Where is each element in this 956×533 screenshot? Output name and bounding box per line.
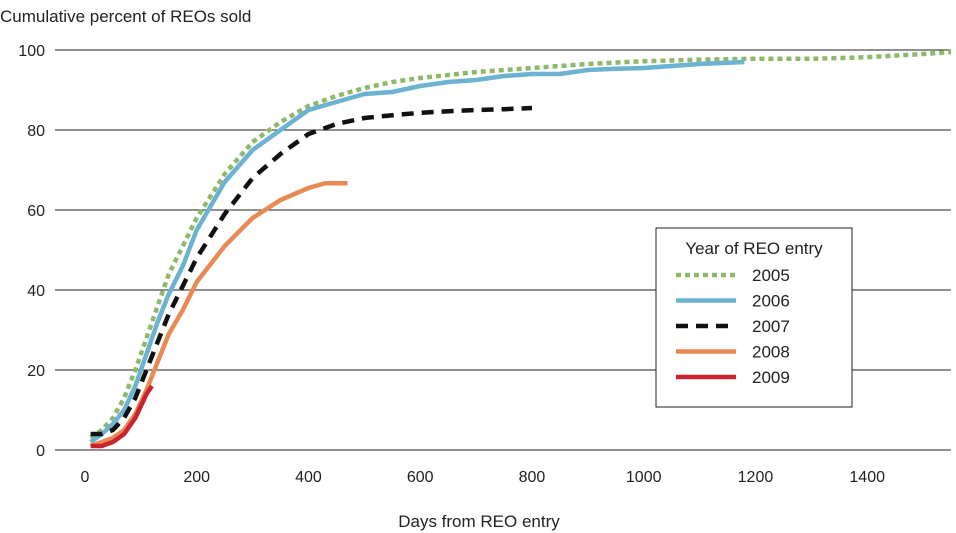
legend: Year of REO entry 2005 2006 2007 2008 2009 [655,227,853,408]
series-line-2005 [89,49,952,440]
x-tick-labels: 0 200 400 600 800 1000 1200 1400 [81,469,886,486]
series-line-2007 [90,105,533,437]
legend-label-2009: 2009 [752,368,790,387]
x-tick-label-200: 200 [183,469,210,486]
legend-label-2008: 2008 [752,343,790,362]
legend-label-2005: 2005 [752,266,790,285]
series-lines [89,49,952,449]
y-tick-labels: 0 20 40 60 80 100 [18,43,45,460]
legend-label-2006: 2006 [752,292,790,311]
x-tick-label-800: 800 [519,469,546,486]
x-tick-label-400: 400 [295,469,322,486]
legend-items: 2005 2006 2007 2008 2009 [676,266,790,387]
x-tick-label-1200: 1200 [738,469,774,486]
x-tick-label-600: 600 [407,469,434,486]
series-line-2008 [89,180,348,449]
legend-label-2007: 2007 [752,317,790,336]
y-tick-label-20: 20 [27,363,45,380]
y-tick-label-100: 100 [18,43,45,60]
series-line-2006 [89,59,745,444]
y-tick-label-80: 80 [27,123,45,140]
series-line-2009 [90,384,154,449]
x-tick-label-1000: 1000 [626,469,662,486]
x-tick-label-1400: 1400 [849,469,885,486]
y-axis-title: Cumulative percent of REOs sold [0,7,251,26]
x-tick-label-0: 0 [81,469,90,486]
legend-title: Year of REO entry [685,239,823,258]
y-tick-label-40: 40 [27,283,45,300]
gridlines [55,49,951,451]
y-tick-label-60: 60 [27,203,45,220]
y-tick-label-0: 0 [36,443,45,460]
x-axis-title: Days from REO entry [398,512,560,531]
